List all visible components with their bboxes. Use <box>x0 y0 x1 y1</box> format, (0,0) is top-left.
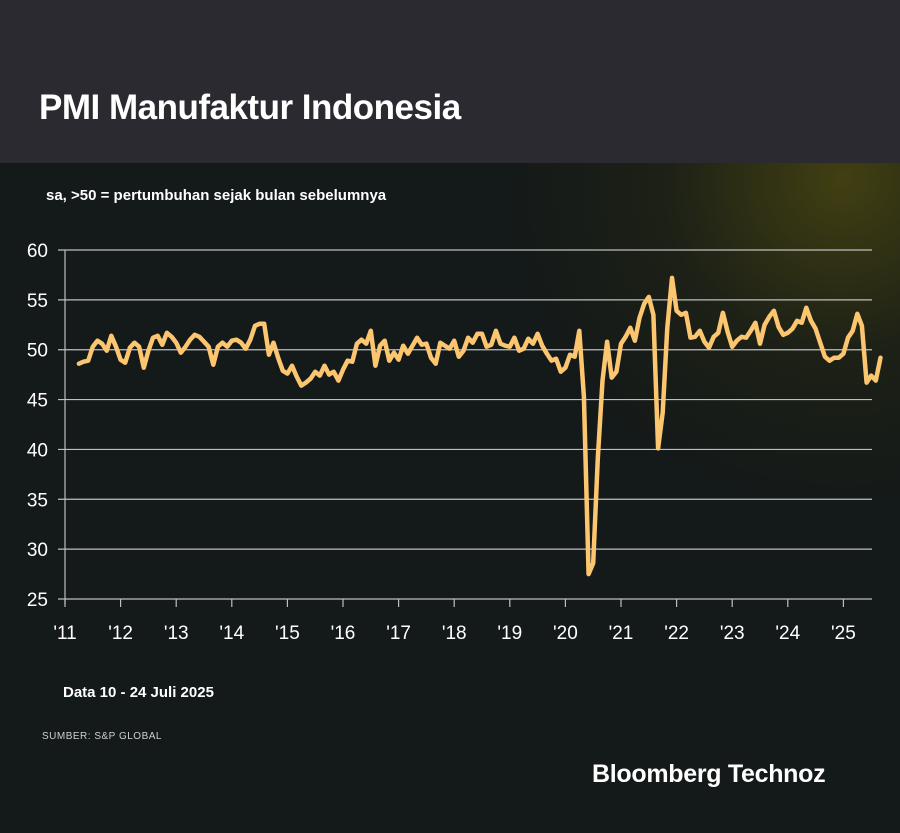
y-tick-label: 25 <box>27 590 48 611</box>
y-tick-label: 50 <box>27 341 48 362</box>
gridlines <box>58 249 872 600</box>
y-axis-ticks: 60 55 50 45 40 35 30 25 <box>27 241 48 611</box>
x-tick-label: '16 <box>331 623 356 644</box>
x-tick-label: '12 <box>108 623 133 644</box>
y-tick-label: 60 <box>27 241 48 262</box>
chart-subtitle: sa, >50 = pertumbuhan sejak bulan sebelu… <box>46 187 387 204</box>
source-label: SUMBER: S&P GLOBAL <box>42 731 162 742</box>
x-tick-label: '11 <box>53 623 76 644</box>
data-points <box>78 277 881 575</box>
x-tick-label: '19 <box>497 623 522 644</box>
x-tick-label: '18 <box>442 623 467 644</box>
y-tick-label: 40 <box>27 440 48 461</box>
y-tick-label: 30 <box>27 540 48 561</box>
series-line <box>76 275 883 577</box>
page-title: PMI Manufaktur Indonesia <box>39 88 461 127</box>
x-tick-label: '24 <box>775 623 800 644</box>
y-tick-label: 45 <box>27 391 48 412</box>
x-tick-label: '13 <box>164 623 189 644</box>
x-tick-label: '20 <box>553 623 578 644</box>
x-tick-label: '15 <box>275 623 300 644</box>
y-tick-label: 35 <box>27 490 48 511</box>
x-tick-label: '17 <box>386 623 411 644</box>
x-tick-label: '14 <box>219 623 244 644</box>
brand-logo: Bloomberg Technoz <box>592 760 826 788</box>
x-tick-label: '23 <box>720 623 745 644</box>
x-tick-label: '21 <box>609 623 634 644</box>
x-tick-label: '25 <box>831 623 856 644</box>
y-tick-label: 55 <box>27 291 48 312</box>
x-tick-label: '22 <box>664 623 689 644</box>
header-band: PMI Manufaktur Indonesia <box>0 0 900 163</box>
data-note: Data 10 - 24 Juli 2025 <box>63 684 214 701</box>
x-axis-ticks: '11 '12 '13 '14 '15 '16 '17 '18 '19 '20 '21 '22 '23 '… <box>53 599 856 644</box>
